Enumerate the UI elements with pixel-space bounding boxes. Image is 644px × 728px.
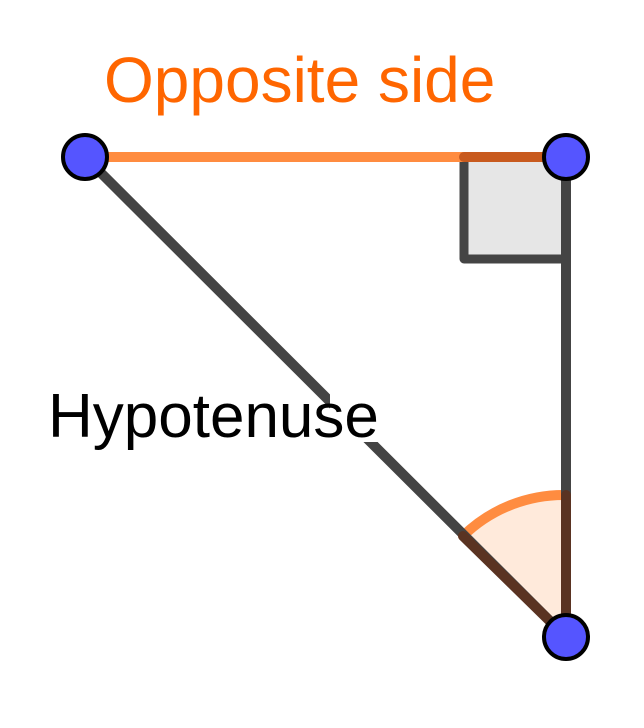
hypotenuse-label-backdrop [330,392,378,442]
hypotenuse-label: Hypotenuse [48,382,379,451]
vertex-point-top-right[interactable] [542,133,590,181]
angle-marker-arc [458,489,571,541]
vertex-point-top-left[interactable] [61,133,109,181]
hypotenuse-overlap [458,531,571,642]
vertex-point-bottom[interactable] [542,613,590,661]
opposite-side-label: Opposite side [104,44,495,116]
angle-marker-fill [463,494,566,637]
